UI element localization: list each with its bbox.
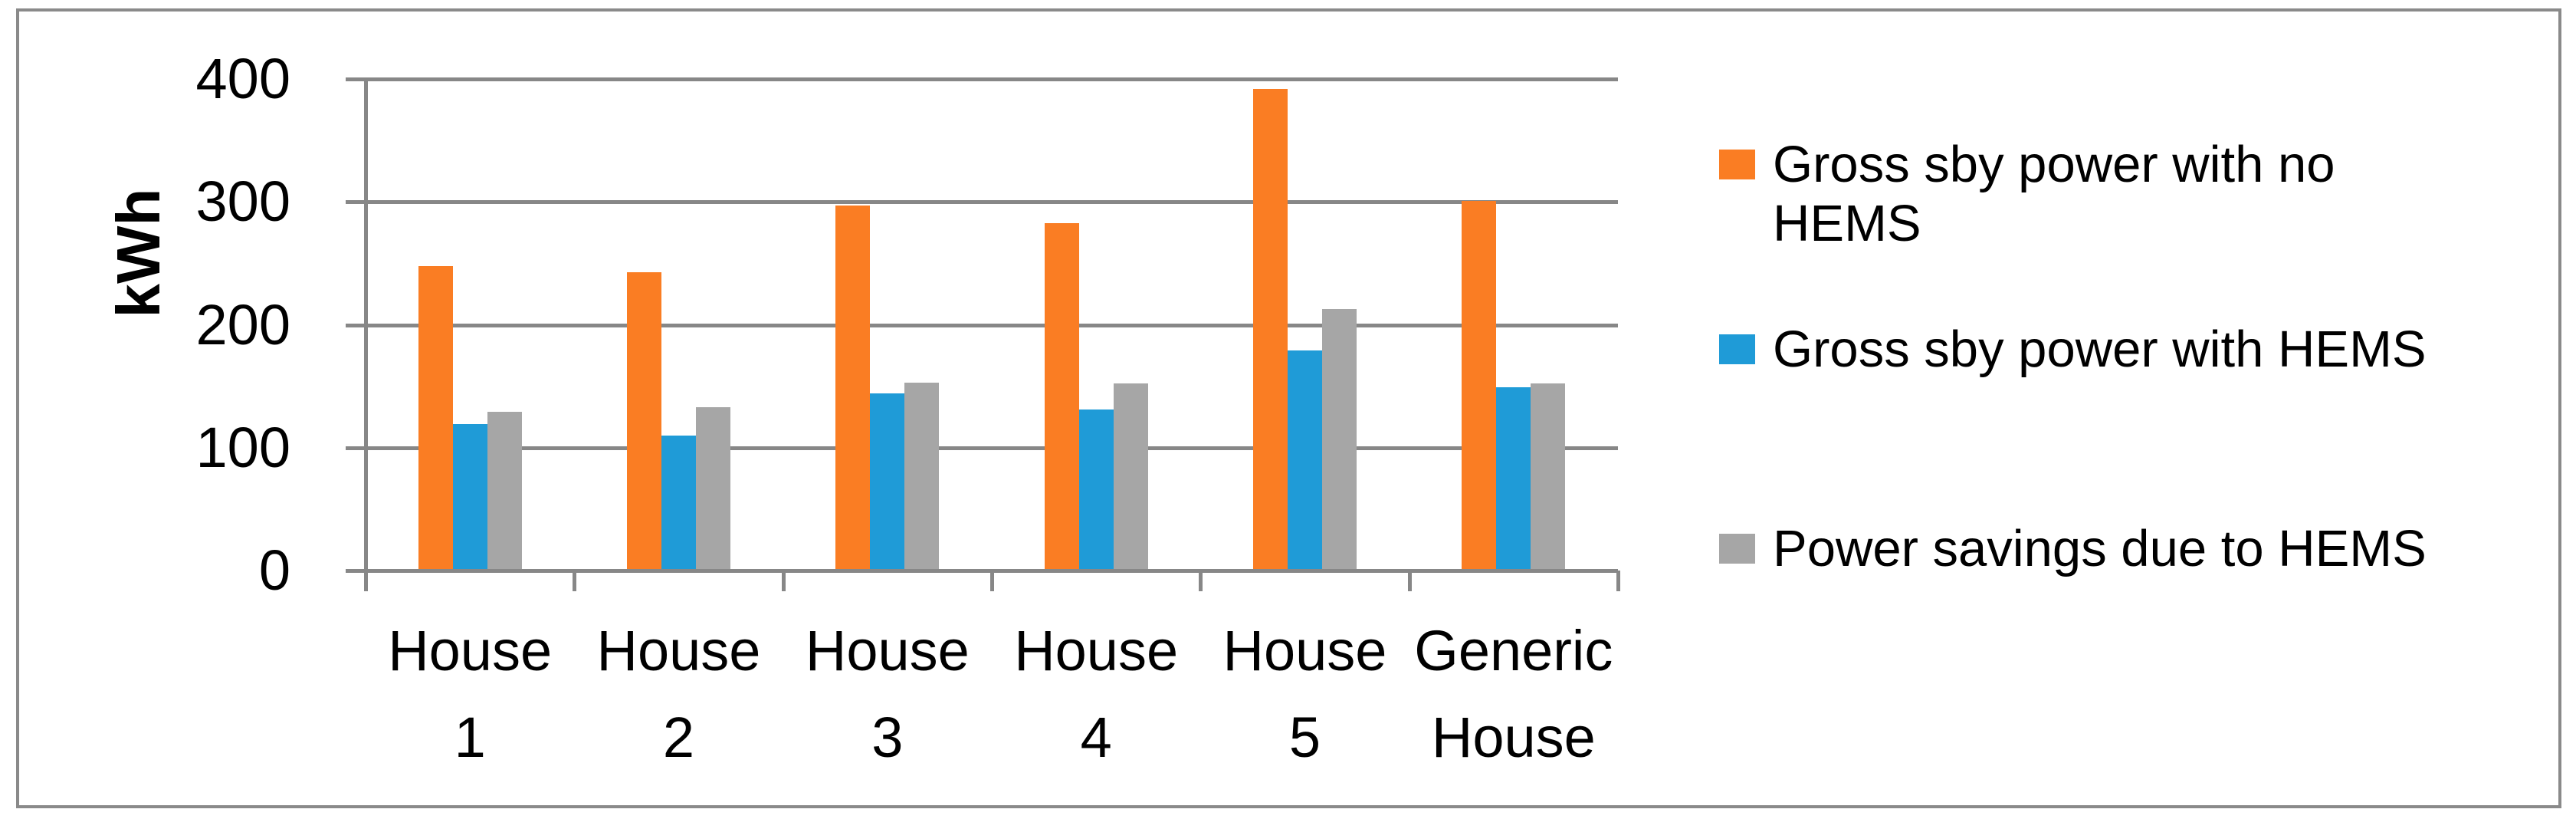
category-label-line1: House bbox=[596, 619, 761, 682]
y-axis-line bbox=[364, 79, 368, 590]
bar bbox=[1287, 350, 1322, 571]
category-label-line1: House bbox=[1222, 619, 1387, 682]
category-label-line2: 3 bbox=[871, 706, 904, 769]
bar bbox=[626, 271, 661, 571]
category-label: House 5 bbox=[1190, 607, 1420, 781]
y-tick-mark bbox=[346, 200, 366, 205]
category-slot-6 bbox=[1409, 79, 1618, 571]
category-slot-1 bbox=[366, 79, 574, 571]
x-tick-mark bbox=[1407, 571, 1412, 591]
category-slot-4 bbox=[992, 79, 1200, 571]
bar bbox=[835, 206, 871, 571]
y-tick-label-300: 300 bbox=[195, 169, 290, 234]
bar bbox=[1252, 88, 1288, 571]
y-tick-label-100: 100 bbox=[195, 415, 290, 479]
bar bbox=[1531, 383, 1566, 571]
bar bbox=[418, 265, 453, 571]
category-slot-2 bbox=[574, 79, 783, 571]
category-label-line1: Generic bbox=[1414, 619, 1613, 682]
category-slot-5 bbox=[1200, 79, 1409, 571]
legend-label: Gross sby power with no HEMS bbox=[1773, 135, 2335, 253]
legend-label-line: HEMS bbox=[1773, 195, 1921, 252]
category-label: Generic House bbox=[1399, 607, 1629, 781]
x-tick-mark bbox=[990, 571, 994, 591]
y-tick-label-200: 200 bbox=[195, 292, 290, 357]
gridline-200 bbox=[366, 323, 1618, 327]
legend-label-line: Gross sby power with HEMS bbox=[1773, 321, 2427, 378]
category-label: House 2 bbox=[564, 607, 794, 781]
category-label-line2: 1 bbox=[454, 706, 486, 769]
bar bbox=[1462, 200, 1497, 571]
x-tick-mark bbox=[1199, 571, 1203, 591]
y-tick-label-0: 0 bbox=[258, 538, 290, 602]
gridline-300 bbox=[366, 200, 1618, 205]
category-label-line2: House bbox=[1431, 706, 1596, 769]
category-label: House 1 bbox=[355, 607, 585, 781]
legend-swatch-icon bbox=[1719, 534, 1755, 564]
legend-swatch-icon bbox=[1719, 334, 1755, 364]
y-tick-mark bbox=[346, 77, 366, 81]
category-label-line1: House bbox=[1014, 619, 1179, 682]
bar bbox=[452, 424, 487, 571]
bar bbox=[904, 382, 940, 571]
gridline-400 bbox=[366, 77, 1618, 81]
legend-label: Power savings due to HEMS bbox=[1773, 519, 2427, 578]
bar bbox=[1113, 383, 1148, 571]
bar bbox=[1321, 308, 1357, 571]
bar bbox=[1496, 387, 1531, 571]
bar bbox=[695, 406, 730, 571]
bar bbox=[487, 412, 522, 571]
legend-label-line: Gross sby power with no bbox=[1773, 136, 2335, 193]
category-label-line2: 2 bbox=[662, 706, 695, 769]
bar bbox=[870, 393, 905, 571]
category-label-line2: 5 bbox=[1288, 706, 1321, 769]
category-slot-3 bbox=[783, 79, 992, 571]
x-tick-mark bbox=[781, 571, 786, 591]
x-tick-mark bbox=[1616, 571, 1620, 591]
bar bbox=[661, 435, 696, 571]
category-label: House 4 bbox=[981, 607, 1211, 781]
legend-label-line: Power savings due to HEMS bbox=[1773, 520, 2427, 577]
category-label: House 3 bbox=[773, 607, 1003, 781]
x-axis-line bbox=[366, 569, 1618, 573]
bar bbox=[1078, 410, 1114, 571]
x-tick-mark bbox=[573, 571, 577, 591]
y-tick-mark bbox=[346, 323, 366, 327]
y-tick-mark bbox=[346, 569, 366, 573]
category-label-line1: House bbox=[388, 619, 553, 682]
bar bbox=[1044, 222, 1079, 571]
gridline-100 bbox=[366, 446, 1618, 450]
category-label-line2: 4 bbox=[1080, 706, 1112, 769]
y-tick-label-400: 400 bbox=[195, 47, 290, 110]
plot-area bbox=[366, 77, 1618, 573]
legend-label: Gross sby power with HEMS bbox=[1773, 320, 2427, 379]
y-tick-mark bbox=[346, 446, 366, 450]
category-label-line1: House bbox=[805, 619, 970, 682]
legend-swatch-icon bbox=[1719, 150, 1755, 179]
